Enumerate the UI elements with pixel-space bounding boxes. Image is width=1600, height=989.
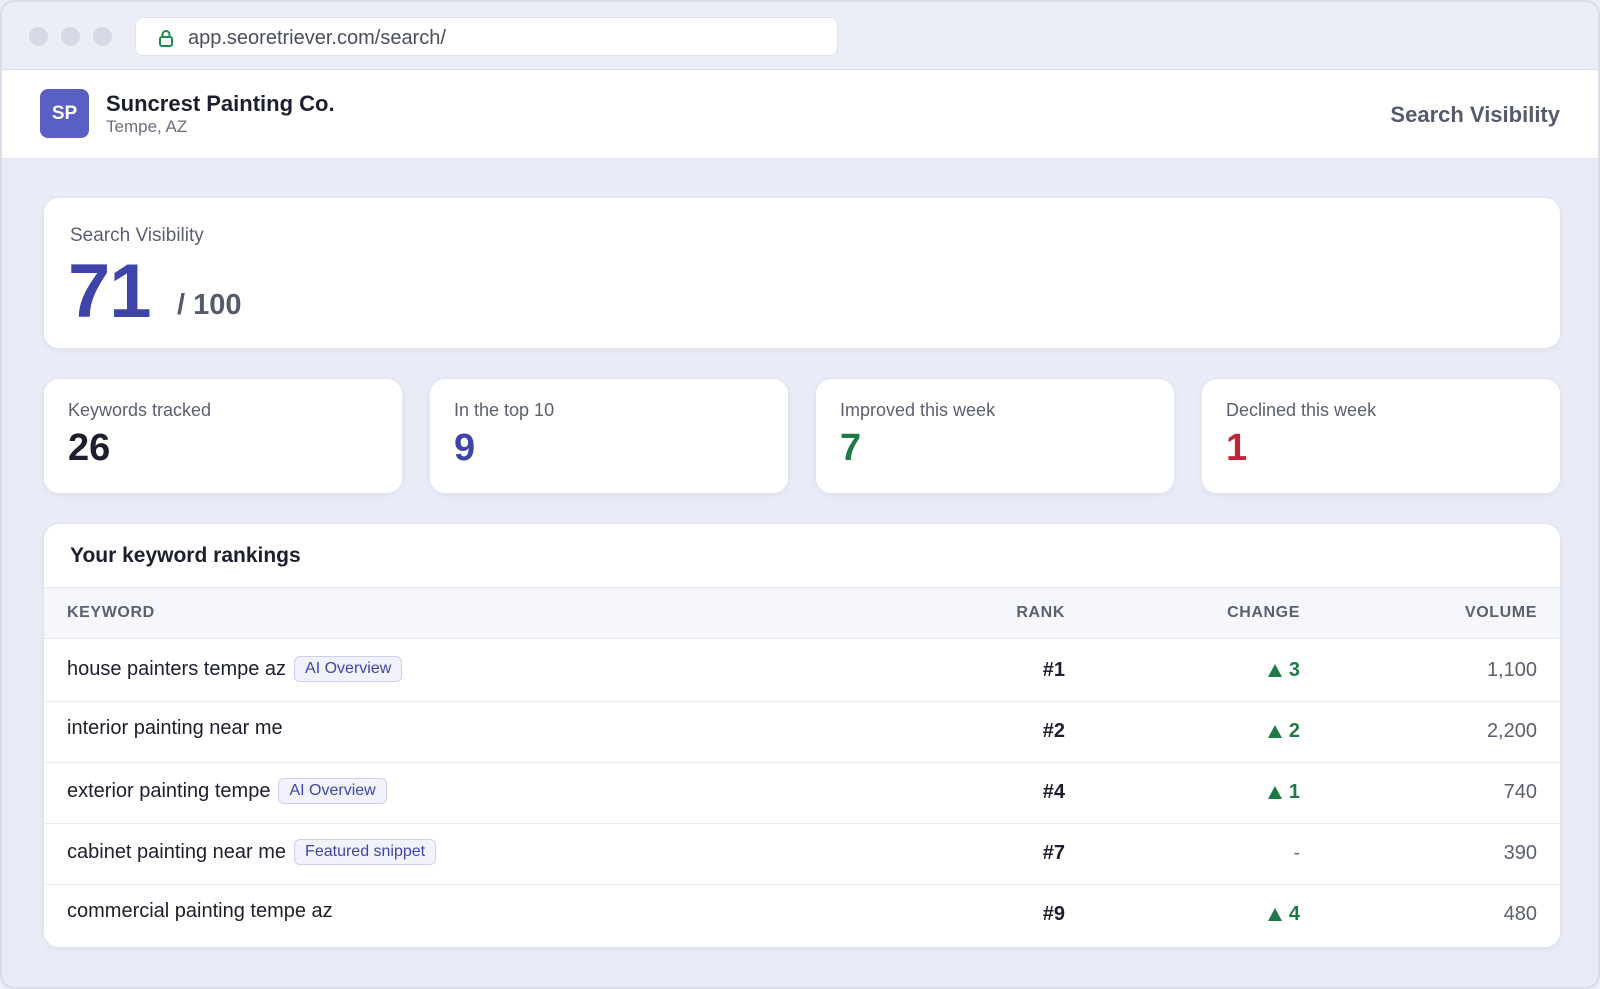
change-value: 2: [1288, 720, 1300, 742]
browser-chrome: app.seoretriever.com/search/: [2, 2, 1598, 70]
arrow-up-icon: [1267, 786, 1282, 799]
keyword-text: interior painting near me: [67, 717, 283, 739]
rank-cell: #1: [1042, 659, 1065, 681]
keyword-cell: interior painting near me: [67, 717, 283, 740]
arrow-up-icon: [1267, 908, 1282, 921]
volume-cell: 480: [1503, 903, 1537, 925]
business-location: Tempe, AZ: [106, 117, 188, 136]
stat-card-improved: Improved this week 7: [815, 378, 1175, 494]
change-value: 3: [1288, 659, 1300, 681]
keyword-cell: cabinet painting near me Featured snippet: [67, 839, 437, 865]
change-cell: -: [1293, 842, 1300, 865]
volume-cell: 2,200: [1486, 720, 1537, 742]
keyword-cell: house painters tempe az AI Overview: [67, 656, 403, 682]
visibility-max: / 100: [177, 289, 242, 321]
stat-label: In the top 10: [454, 400, 555, 420]
rank-cell: #7: [1042, 842, 1065, 864]
stat-card-keywords-tracked: Keywords tracked 26: [43, 378, 403, 494]
change-value: 4: [1288, 903, 1300, 925]
page-title: Search Visibility: [1390, 102, 1560, 127]
change-value: 1: [1288, 781, 1300, 803]
stat-label: Improved this week: [840, 400, 996, 420]
column-header-volume[interactable]: VOLUME: [1464, 604, 1537, 621]
change-cell: 2: [1267, 720, 1300, 743]
visibility-label: Search Visibility: [70, 225, 204, 246]
volume-cell: 1,100: [1486, 659, 1537, 681]
visibility-score: 71: [68, 249, 152, 334]
stat-card-declined: Declined this week 1: [1201, 378, 1561, 494]
keyword-text: cabinet painting near me: [67, 840, 287, 863]
change-cell: 3: [1267, 659, 1300, 682]
table-title: Your keyword rankings: [70, 544, 301, 567]
keyword-text: house painters tempe az: [67, 657, 287, 680]
change-value: -: [1293, 842, 1300, 864]
table-row[interactable]: house painters tempe az AI Overview #1 3 1,1…: [44, 640, 1560, 702]
stat-value: 7: [840, 427, 862, 469]
volume-cell: 740: [1503, 781, 1537, 803]
arrow-up-icon: [1267, 725, 1282, 738]
table-row[interactable]: interior painting near me #2 2 2,200: [44, 701, 1560, 763]
table-header: KEYWORD RANK CHANGE VOLUME: [44, 587, 1560, 639]
stat-card-top-10: In the top 10 9: [429, 378, 789, 494]
app-header: SP Suncrest Painting Co. Tempe, AZ Searc…: [2, 70, 1598, 159]
keyword-text: commercial painting tempe az: [67, 900, 333, 922]
stat-value: 1: [1226, 427, 1248, 469]
business-name: Suncrest Painting Co.: [106, 91, 335, 116]
column-header-change[interactable]: CHANGE: [1227, 604, 1300, 621]
column-header-rank[interactable]: RANK: [1016, 604, 1065, 621]
rank-cell: #4: [1042, 781, 1065, 803]
avatar: SP: [40, 89, 89, 138]
change-cell: 4: [1267, 903, 1300, 926]
column-header-keyword[interactable]: KEYWORD: [67, 604, 155, 621]
rank-cell: #9: [1042, 903, 1065, 925]
window-minimize-button[interactable]: [61, 27, 80, 46]
keyword-cell: commercial painting tempe az: [67, 900, 333, 923]
serp-feature-badge: Featured snippet: [294, 839, 437, 865]
stat-value: 9: [454, 427, 476, 469]
stat-label: Keywords tracked: [68, 400, 212, 420]
change-cell: 1: [1267, 781, 1300, 804]
table-row[interactable]: commercial painting tempe az #9 4 480: [44, 884, 1560, 946]
table-row[interactable]: exterior painting tempe AI Overview #4 1 740: [44, 762, 1560, 824]
address-bar[interactable]: app.seoretriever.com/search/: [135, 17, 838, 56]
window-close-button[interactable]: [29, 27, 48, 46]
window-maximize-button[interactable]: [93, 27, 112, 46]
serp-feature-badge: AI Overview: [278, 778, 387, 804]
keyword-rankings-table: Your keyword rankings KEYWORD RANK CHANG…: [43, 523, 1561, 948]
stat-label: Declined this week: [1226, 400, 1377, 420]
keyword-text: exterior painting tempe: [67, 779, 271, 802]
arrow-up-icon: [1267, 664, 1282, 677]
stat-value: 26: [68, 427, 111, 469]
table-row[interactable]: cabinet painting near me Featured snippet…: [44, 823, 1560, 885]
volume-cell: 390: [1503, 842, 1537, 864]
lock-icon: [159, 30, 173, 47]
url-text: app.seoretriever.com/search/: [188, 27, 446, 49]
rank-cell: #2: [1042, 720, 1065, 742]
serp-feature-badge: AI Overview: [294, 656, 403, 682]
visibility-score-card: Search Visibility 71 / 100: [43, 197, 1561, 349]
keyword-cell: exterior painting tempe AI Overview: [67, 778, 387, 804]
